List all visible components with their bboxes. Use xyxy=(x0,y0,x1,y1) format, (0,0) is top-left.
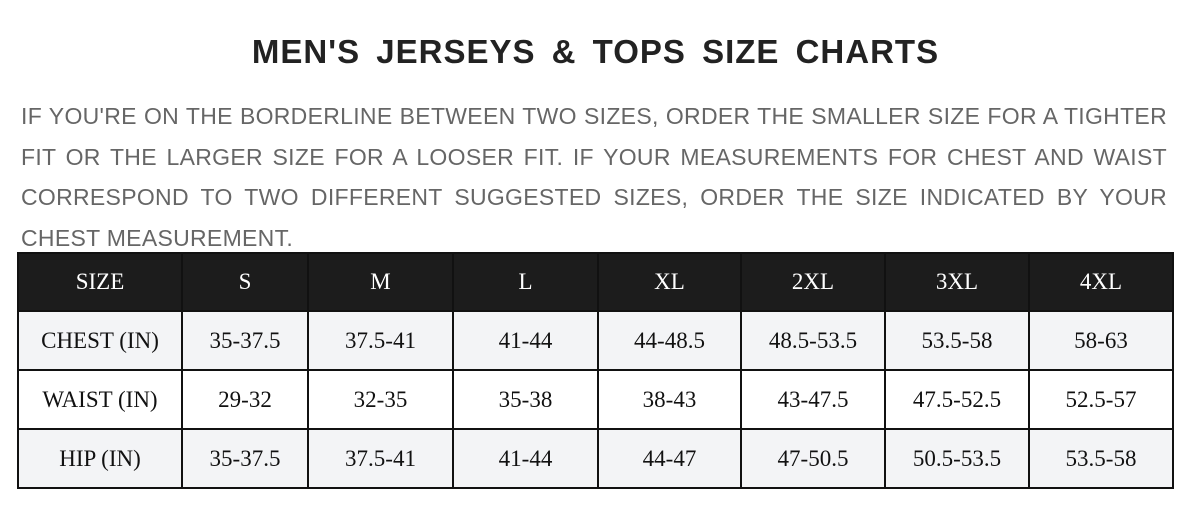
table-cell: 44-48.5 xyxy=(597,310,742,371)
table-row: HIP (IN) 35-37.5 37.5-41 41-44 44-47 47-50.5 5… xyxy=(17,428,1174,489)
row-label: CHEST (IN) xyxy=(17,310,183,371)
table-cell: 37.5-41 xyxy=(307,310,454,371)
header-cell: XL xyxy=(597,252,742,312)
row-label: WAIST (IN) xyxy=(17,369,183,430)
table-cell: 41-44 xyxy=(452,428,599,489)
header-cell: M xyxy=(307,252,454,312)
table-row: CHEST (IN) 35-37.5 37.5-41 41-44 44-48.5 48.5… xyxy=(17,310,1174,371)
size-chart-table: SIZE S M L XL 2XL 3XL 4XL CHEST (IN) 35-37.5 37.5… xyxy=(17,252,1174,489)
page-title: MEN'S JERSEYS & TOPS SIZE CHARTS xyxy=(251,33,940,70)
table-cell: 48.5-53.5 xyxy=(740,310,886,371)
table-cell: 44-47 xyxy=(597,428,742,489)
table-row: WAIST (IN) 29-32 32-35 35-38 38-43 43-47.5 47.… xyxy=(17,369,1174,430)
table-cell: 32-35 xyxy=(307,369,454,430)
table-cell: 53.5-58 xyxy=(1028,428,1174,489)
header-cell: SIZE xyxy=(17,252,183,312)
header-row: SIZE S M L XL 2XL 3XL 4XL xyxy=(17,252,1174,312)
header-cell: 4XL xyxy=(1028,252,1174,312)
table-cell: 38-43 xyxy=(597,369,742,430)
table-cell: 52.5-57 xyxy=(1028,369,1174,430)
table-cell: 58-63 xyxy=(1028,310,1174,371)
table-cell: 47.5-52.5 xyxy=(884,369,1030,430)
fit-advice-note: IF YOU'RE ON THE BORDERLINE BETWEEN TWO … xyxy=(21,103,1167,251)
header-cell: S xyxy=(181,252,309,312)
table-cell: 35-37.5 xyxy=(181,310,309,371)
table-cell: 29-32 xyxy=(181,369,309,430)
table-cell: 47-50.5 xyxy=(740,428,886,489)
table-cell: 35-38 xyxy=(452,369,599,430)
row-label: HIP (IN) xyxy=(17,428,183,489)
header-cell: 3XL xyxy=(884,252,1030,312)
table-cell: 41-44 xyxy=(452,310,599,371)
table-cell: 35-37.5 xyxy=(181,428,309,489)
table-cell: 43-47.5 xyxy=(740,369,886,430)
table-cell: 53.5-58 xyxy=(884,310,1030,371)
table-cell: 50.5-53.5 xyxy=(884,428,1030,489)
table-cell: 37.5-41 xyxy=(307,428,454,489)
header-cell: 2XL xyxy=(740,252,886,312)
header-cell: L xyxy=(452,252,599,312)
